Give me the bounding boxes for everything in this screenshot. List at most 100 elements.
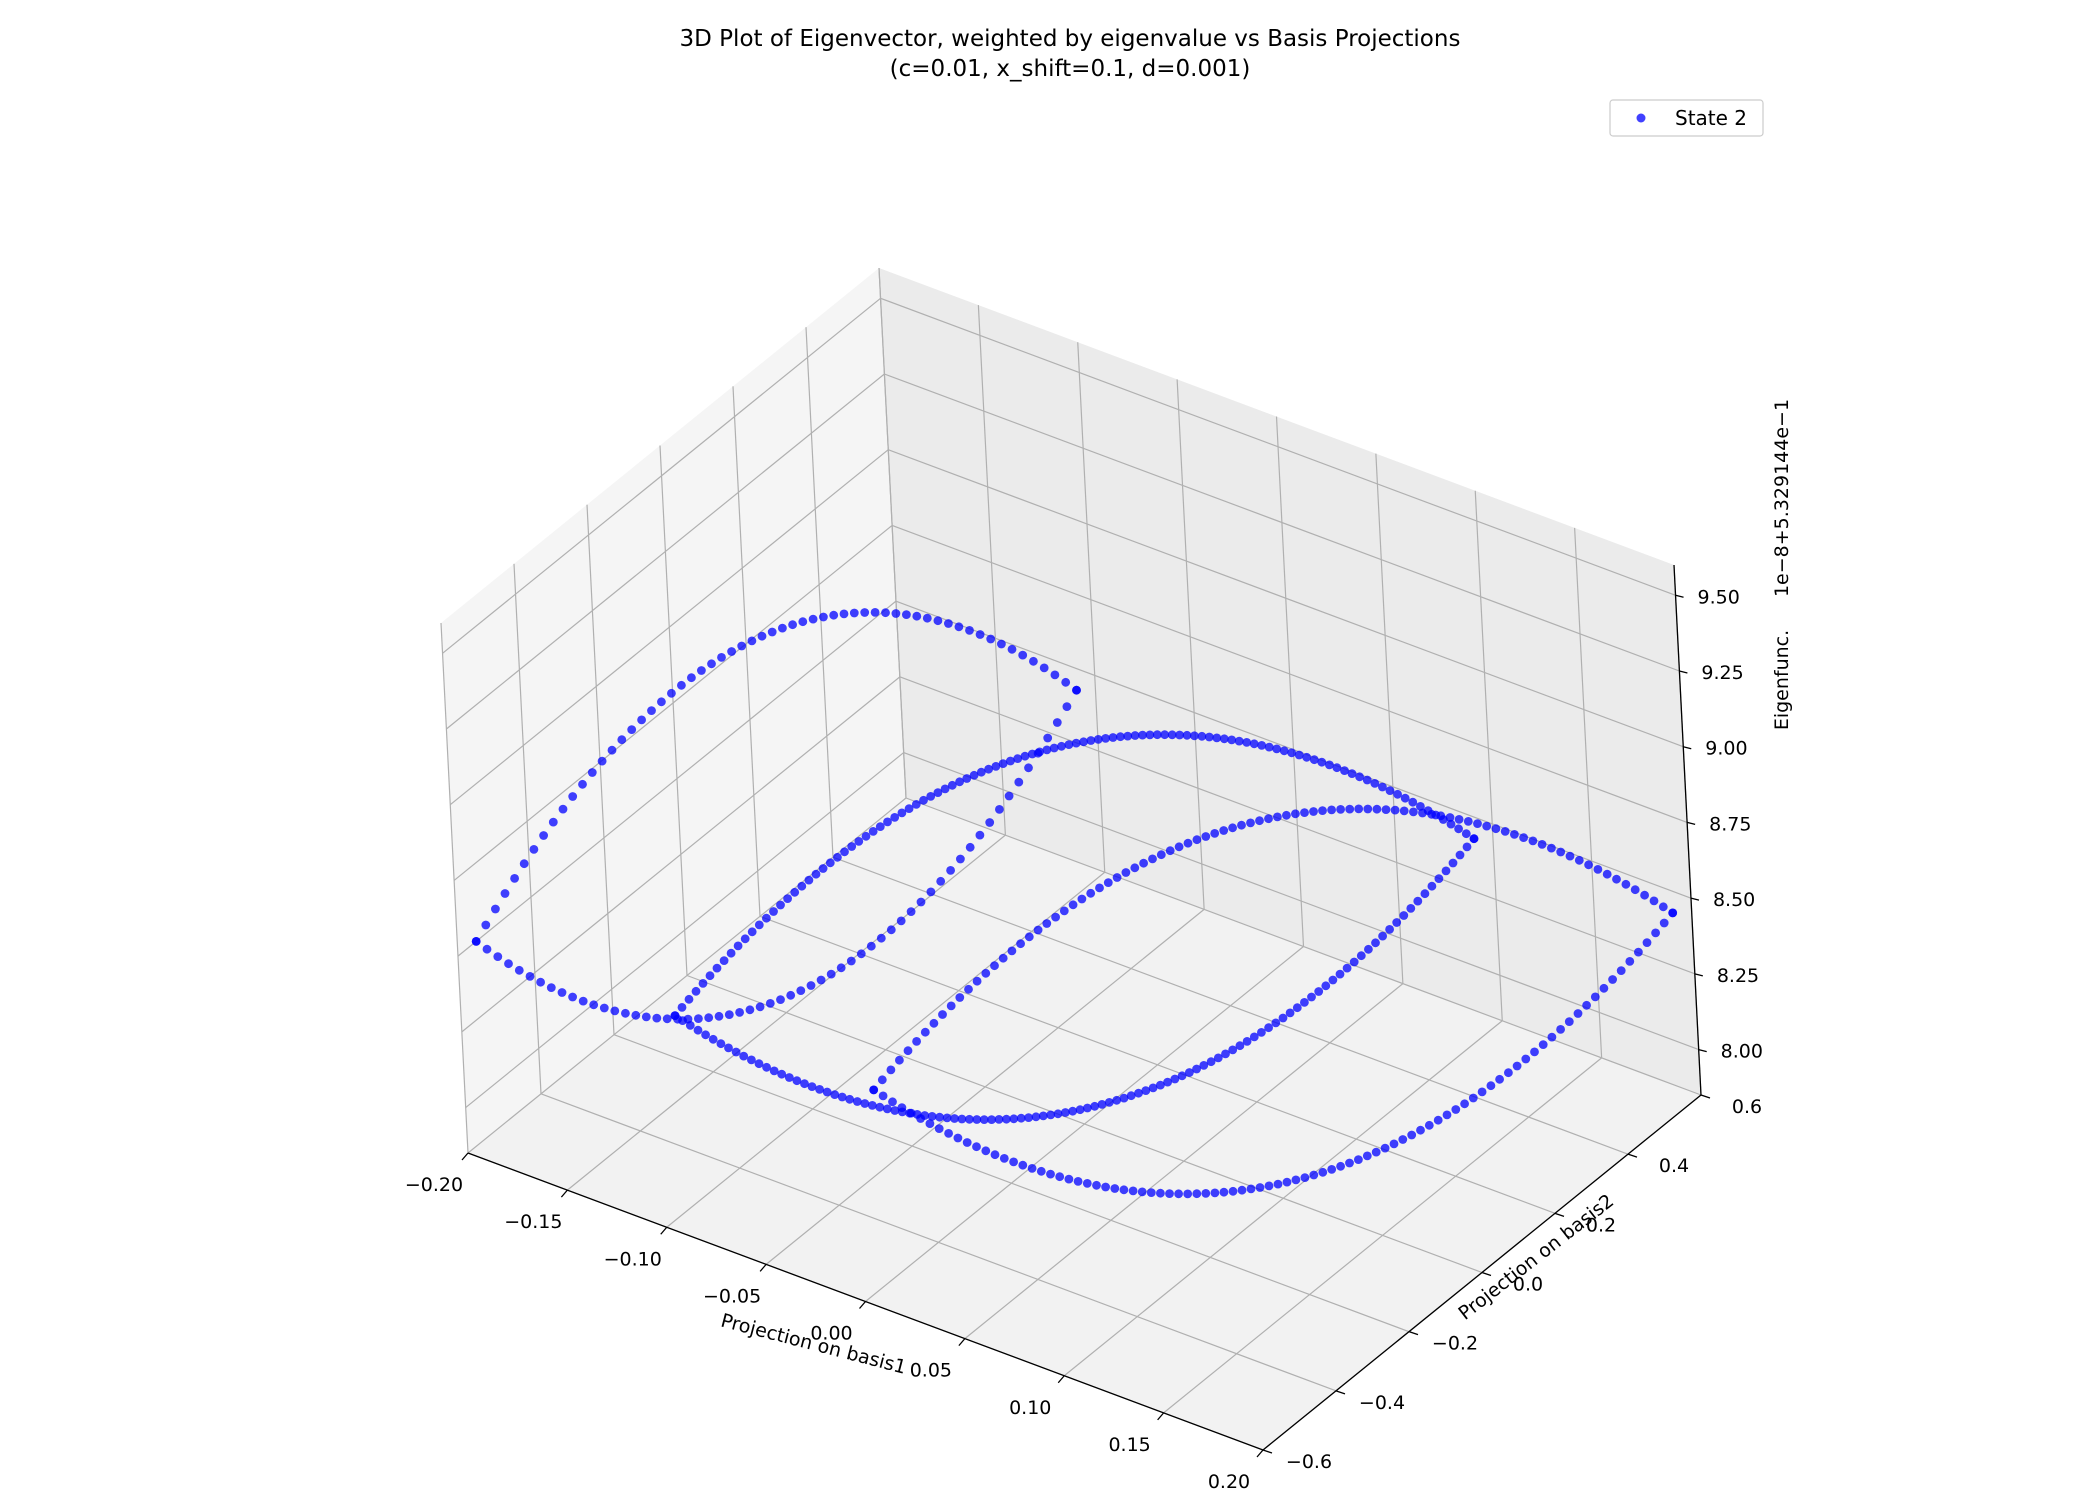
data-point [965,626,974,635]
data-point [1103,878,1113,887]
data-point [1016,939,1025,949]
z-tick-0 [1698,1048,1707,1053]
data-point [1372,804,1382,814]
data-point [1427,881,1437,891]
data-point [1649,896,1659,906]
data-point [1362,775,1372,785]
data-point [919,795,928,805]
data-point [890,813,900,822]
y-tick-label-1: −0.4 [1359,1392,1405,1414]
data-point [825,858,835,868]
data-point [860,1099,870,1108]
data-point [1007,644,1017,654]
data-point [1090,1101,1100,1111]
data-point [942,1113,952,1123]
data-point [839,609,849,619]
data-point [1228,1186,1238,1196]
data-point [745,1005,755,1015]
data-point [754,920,764,930]
data-point [1126,1091,1136,1101]
data-point [599,1003,609,1013]
data-point [1302,752,1312,762]
data-point [683,1014,693,1024]
data-point [944,619,953,628]
data-point [926,792,936,801]
z-grid-left-0 [465,752,905,1109]
data-point [637,715,646,725]
data-point [1446,819,1456,829]
data-point [969,770,979,780]
data-point [1049,743,1059,753]
y-grid-floor-4 [759,915,1556,1214]
data-point [529,845,539,854]
z-grid-back-4 [888,449,1684,748]
data-point [1625,957,1635,966]
data-point [1119,1185,1129,1195]
data-point [1116,732,1125,742]
data-point [922,613,932,623]
data-point [1336,1161,1345,1171]
data-point [940,784,950,794]
data-point [647,706,656,715]
data-point [1086,888,1096,898]
data-point [1398,1135,1408,1144]
data-point [997,639,1006,649]
data-point [1064,1174,1074,1184]
data-point [1104,1098,1114,1107]
data-point [1584,860,1593,870]
z-offset-label: 1e−8+5.329144e−1 [1771,399,1793,597]
y-tick-label-5: 0.4 [1659,1155,1689,1177]
data-point [1385,786,1395,795]
data-point [1327,1165,1337,1174]
data-point [878,1091,888,1101]
data-point [979,1115,989,1124]
data-point [1234,736,1244,746]
data-point [1307,992,1316,1002]
x-tick-label-1: −0.15 [504,1211,562,1233]
data-point [481,920,491,930]
data-point [833,852,842,862]
data-point [1621,879,1631,889]
data-point [1364,944,1373,954]
data-point [1556,1025,1565,1034]
z-grid-back-5 [884,373,1680,672]
data-point [1242,1037,1252,1046]
data-point [965,842,975,852]
data-point [1272,744,1282,754]
data-point [1264,1023,1273,1033]
data-point [1165,846,1175,856]
data-point [1257,741,1267,750]
data-point [867,1101,877,1110]
data-point [816,975,826,985]
data-point [1249,739,1259,749]
data-point [1336,805,1345,814]
y-grid-left-0 [440,622,469,1154]
data-point [1165,1189,1174,1198]
data-point [1271,1018,1281,1028]
data-point [890,1106,900,1115]
z-tick-label-1: 8.25 [1717,965,1759,987]
data-point [962,774,972,783]
data-point [776,900,785,910]
y-tick-5 [1627,1153,1638,1158]
z-grid-left-4 [449,449,889,806]
data-point [1174,842,1184,852]
data-point [1273,812,1282,822]
data-point [877,1075,887,1085]
data-point [840,847,849,857]
data-point [1009,1114,1019,1124]
data-point [767,627,777,637]
data-point [1130,731,1140,740]
data-point [667,688,676,698]
y-tick-6 [1700,1094,1711,1099]
data-point [548,817,558,827]
data-point [994,1115,1004,1124]
data-point [1183,1189,1193,1199]
y-grid-left-5 [805,327,834,858]
data-point [1148,854,1157,864]
y-grid-floor-3 [686,974,1483,1274]
data-point [790,887,800,897]
data-point [826,969,836,979]
data-point [762,913,771,923]
data-point [1309,1170,1319,1180]
